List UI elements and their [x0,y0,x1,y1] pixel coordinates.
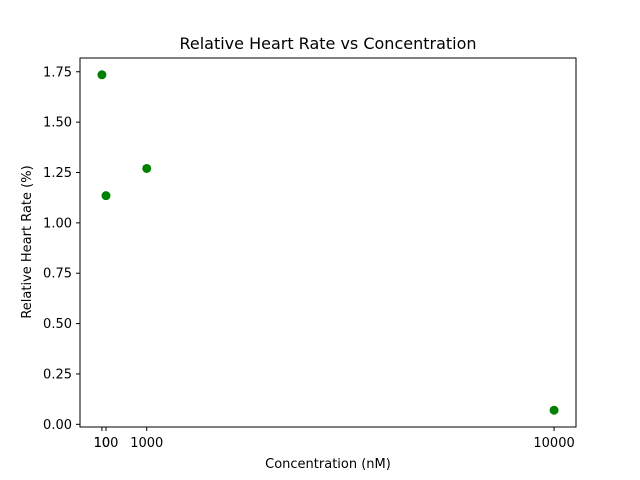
data-point [101,191,111,201]
x-tick-label: 100 [94,436,119,451]
chart-title: Relative Heart Rate vs Concentration [179,34,476,53]
y-tick-label: 0.25 [43,367,72,382]
y-tick-label: 1.25 [43,166,72,181]
data-point [549,405,559,415]
y-tick-label: 1.50 [43,116,72,131]
y-tick-label: 0.75 [43,267,72,282]
data-point [97,70,107,80]
y-tick-label: 1.75 [43,65,72,80]
x-axis-label: Concentration (nM) [265,457,391,472]
y-tick-label: 0.50 [43,317,72,332]
y-tick-label: 0.00 [43,418,72,433]
data-point [142,163,152,173]
plot-frame [79,57,577,428]
y-tick-label: 1.00 [43,216,72,231]
x-tick-label: 10000 [533,436,574,451]
x-tick-label: 1000 [130,436,163,451]
x-tick-label: 10 [94,436,111,451]
y-axis-label: Relative Heart Rate (%) [20,165,35,318]
